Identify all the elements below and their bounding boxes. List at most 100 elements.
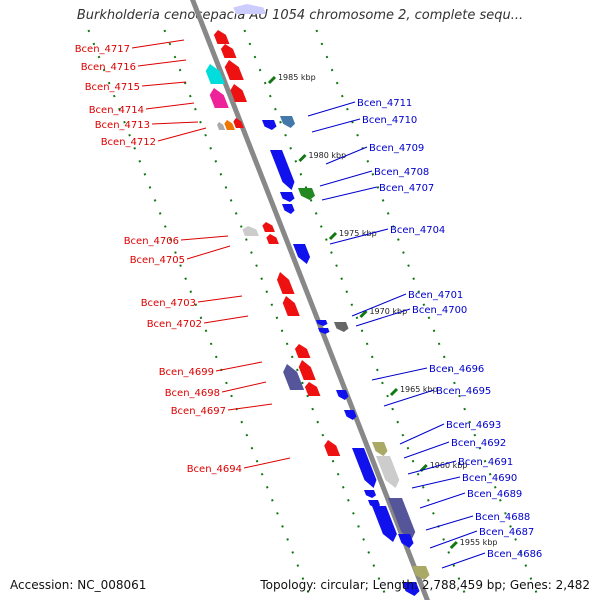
gene-label-right[interactable]: Bcen_4696 — [429, 364, 484, 375]
gene-forward[interactable] — [372, 506, 397, 542]
gene-forward[interactable] — [293, 244, 311, 264]
gene-forward[interactable] — [402, 582, 420, 596]
leader-line — [221, 381, 267, 393]
gene-label-right[interactable]: Bcen_4687 — [479, 527, 534, 538]
gene-label-right[interactable]: Bcen_4701 — [408, 290, 463, 301]
gene-reverse[interactable] — [324, 440, 341, 456]
gene-forward[interactable] — [344, 410, 357, 420]
gene-label-right[interactable]: Bcen_4693 — [446, 420, 501, 431]
gene-label-right[interactable]: Bcen_4689 — [467, 489, 522, 500]
gene-label-right[interactable]: Bcen_4704 — [390, 225, 445, 236]
gene-label-left[interactable]: Bcen_4699 — [159, 367, 214, 378]
gene-reverse[interactable] — [294, 344, 311, 358]
gene-label-left[interactable]: Bcen_4703 — [141, 298, 196, 309]
gene-label-left[interactable]: Bcen_4712 — [101, 137, 156, 148]
leader-line — [351, 293, 407, 317]
gene-label-left[interactable]: Bcen_4714 — [89, 105, 144, 116]
gene-label-left[interactable]: Bcen_4705 — [130, 255, 185, 266]
gene-reverse[interactable] — [242, 226, 259, 236]
scale-tick — [389, 387, 399, 397]
leader-line — [425, 515, 474, 531]
gene-label-right[interactable]: Bcen_4691 — [458, 457, 513, 468]
leader-line — [180, 235, 229, 241]
gene-label-right[interactable]: Bcen_4709 — [369, 143, 424, 154]
gene-forward[interactable] — [262, 120, 277, 130]
gene-reverse[interactable] — [233, 4, 266, 14]
leader-line — [141, 81, 187, 87]
gene-reverse[interactable] — [224, 60, 244, 80]
gene-forward[interactable] — [376, 456, 400, 488]
gene-label-left[interactable]: Bcen_4697 — [171, 406, 226, 417]
gene-forward[interactable] — [318, 328, 330, 334]
leader-line — [151, 121, 199, 125]
gene-forward[interactable] — [282, 204, 295, 214]
gene-forward[interactable] — [270, 150, 295, 190]
gene-reverse[interactable] — [282, 296, 300, 316]
gene-label-left[interactable]: Bcen_4715 — [85, 82, 140, 93]
gene-forward[interactable] — [398, 534, 414, 548]
leader-line — [137, 59, 187, 67]
scale-tick — [298, 153, 307, 163]
leader-line — [399, 423, 445, 445]
gene-label-right[interactable]: Bcen_4686 — [487, 549, 542, 560]
gene-forward[interactable] — [372, 442, 388, 456]
gene-label-right[interactable]: Bcen_4710 — [362, 115, 417, 126]
gene-forward[interactable] — [316, 320, 328, 326]
gene-forward[interactable] — [352, 448, 377, 488]
gene-forward[interactable] — [336, 390, 349, 400]
leader-line — [215, 361, 263, 372]
gene-reverse[interactable] — [224, 120, 235, 130]
leader-line — [383, 389, 435, 407]
gene-reverse[interactable] — [217, 122, 226, 130]
gene-reverse[interactable] — [213, 30, 230, 44]
scale-label: 1970 kbp — [369, 307, 407, 316]
gene-label-left[interactable]: Bcen_4694 — [187, 464, 242, 475]
gene-reverse[interactable] — [233, 118, 244, 128]
gene-forward[interactable] — [280, 116, 296, 128]
gene-reverse[interactable] — [277, 272, 295, 294]
backbone-line — [190, 0, 430, 600]
gene-reverse[interactable] — [283, 364, 305, 390]
gene-forward[interactable] — [298, 188, 316, 200]
gene-forward[interactable] — [334, 322, 349, 332]
gene-label-left[interactable]: Bcen_4716 — [81, 62, 136, 73]
leader-line — [429, 530, 478, 549]
scale-tick — [449, 540, 458, 550]
gene-reverse[interactable] — [230, 84, 248, 102]
leader-line — [403, 441, 450, 459]
leader-line — [227, 403, 273, 411]
gene-label-left[interactable]: Bcen_4702 — [147, 319, 202, 330]
leader-line — [243, 457, 291, 469]
gene-label-left[interactable]: Bcen_4698 — [165, 388, 220, 399]
gene-label-right[interactable]: Bcen_4688 — [475, 512, 530, 523]
leader-line — [203, 315, 249, 324]
gene-reverse[interactable] — [205, 64, 225, 84]
gene-label-right[interactable]: Bcen_4708 — [374, 167, 429, 178]
leader-line — [307, 101, 356, 117]
leader-line — [186, 245, 231, 260]
gene-reverse[interactable] — [298, 360, 316, 380]
gene-reverse[interactable] — [209, 88, 229, 108]
gene-reverse[interactable] — [304, 382, 321, 396]
gene-reverse[interactable] — [220, 44, 237, 58]
gene-label-right[interactable]: Bcen_4692 — [451, 438, 506, 449]
scale-label: 1955 kbp — [460, 538, 498, 547]
accession-label: Accession: NC_008061 — [10, 578, 147, 592]
gene-label-left[interactable]: Bcen_4706 — [124, 236, 179, 247]
gene-forward[interactable] — [280, 192, 295, 202]
gene-reverse[interactable] — [262, 222, 275, 232]
gene-forward[interactable] — [364, 490, 377, 498]
gene-label-right[interactable]: Bcen_4707 — [379, 183, 434, 194]
gene-forward[interactable] — [412, 566, 430, 580]
scale-tick — [328, 231, 338, 241]
gene-label-left[interactable]: Bcen_4713 — [95, 120, 150, 131]
gene-reverse[interactable] — [266, 234, 279, 244]
scale-label: 1980 kbp — [308, 151, 346, 160]
gene-label-right[interactable]: Bcen_4690 — [462, 473, 517, 484]
gene-forward[interactable] — [388, 498, 416, 540]
gene-label-left[interactable]: Bcen_4717 — [75, 44, 130, 55]
gene-label-right[interactable]: Bcen_4695 — [436, 386, 491, 397]
gene-label-right[interactable]: Bcen_4700 — [412, 305, 467, 316]
gene-label-right[interactable]: Bcen_4711 — [357, 98, 412, 109]
